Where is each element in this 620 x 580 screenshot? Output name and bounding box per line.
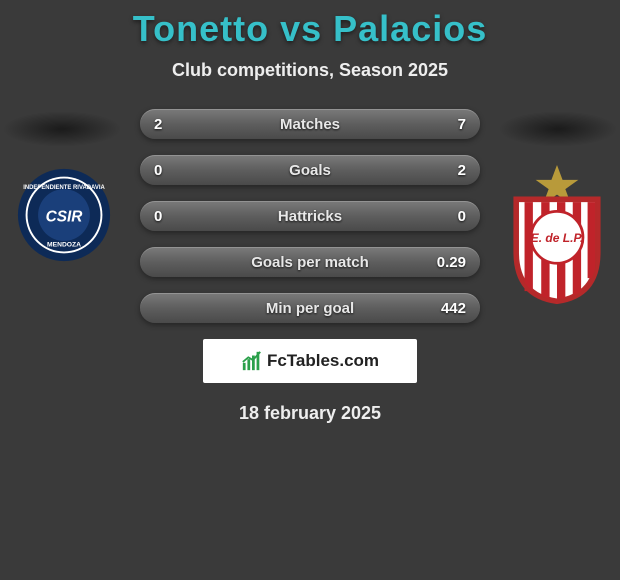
stat-value-right: 2 [426,162,466,179]
stat-value-right: 442 [426,300,466,317]
watermark: FcTables.com [203,339,417,383]
crest-left-svg: INDEPENDIENTE RIVADAVIA MENDOZA CSIR [16,167,112,263]
comparison-panel: INDEPENDIENTE RIVADAVIA MENDOZA CSIR [0,109,620,424]
stat-value-left: 2 [154,116,194,133]
stat-bar: 0 Goals 2 [140,155,480,185]
stat-label: Goals [289,162,331,179]
crest-left-initials: CSIR [46,209,83,226]
title-vs: vs [280,8,322,49]
chart-icon [241,350,263,372]
stat-label: Goals per match [251,254,369,271]
subtitle: Club competitions, Season 2025 [0,60,620,81]
stat-bar: 2 Matches 7 [140,109,480,139]
stat-label: Hattricks [278,208,342,225]
crest-right: E. de L.P. [506,165,608,305]
stat-label: Min per goal [266,300,354,317]
watermark-text: FcTables.com [267,351,379,371]
title-player-right: Palacios [333,8,487,49]
stat-label: Matches [280,116,340,133]
crest-shadow-left [2,111,122,147]
stat-bar: 0 Hattricks 0 [140,201,480,231]
stats-bars: 2 Matches 7 0 Goals 2 0 Hattricks 0 Goals per mat… [140,109,480,323]
crest-right-text: E. de L.P. [531,231,584,245]
stat-value-right: 7 [426,116,466,133]
crest-left: INDEPENDIENTE RIVADAVIA MENDOZA CSIR [16,167,112,263]
stat-value-left: 0 [154,208,194,225]
crest-left-top-text: INDEPENDIENTE RIVADAVIA [23,185,105,191]
crest-shadow-right [498,111,618,147]
crest-right-svg: E. de L.P. [506,165,608,304]
date-text: 18 february 2025 [0,403,620,424]
title-player-left: Tonetto [133,8,269,49]
crest-left-bottom-text: MENDOZA [47,242,81,249]
stat-value-right: 0 [426,208,466,225]
page-title: Tonetto vs Palacios [0,0,620,50]
stat-bar: Goals per match 0.29 [140,247,480,277]
stat-value-left: 0 [154,162,194,179]
stat-value-right: 0.29 [426,254,466,271]
stat-bar: Min per goal 442 [140,293,480,323]
